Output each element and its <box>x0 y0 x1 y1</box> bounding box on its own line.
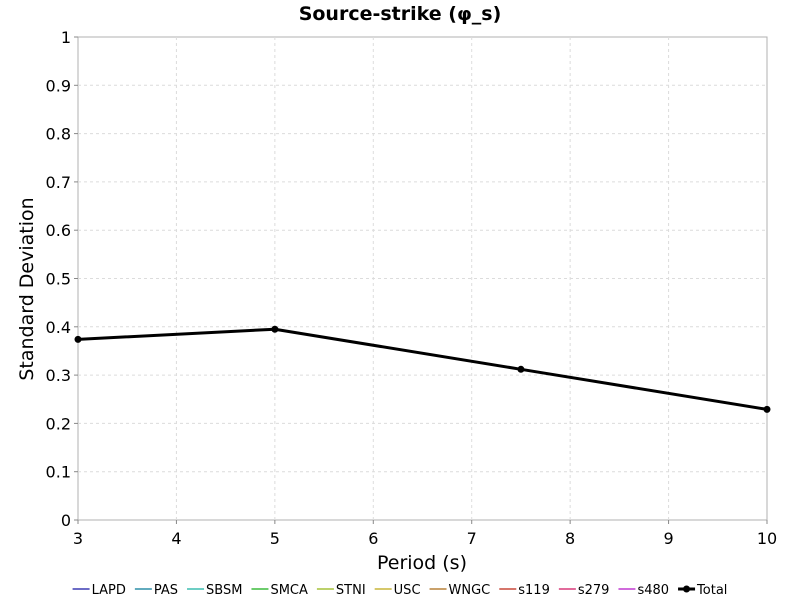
y-axis-label: Standard Deviation <box>16 197 38 380</box>
y-tick-label: 0.1 <box>46 463 71 482</box>
legend-label: s119 <box>518 583 550 598</box>
legend-label: s480 <box>637 583 669 598</box>
legend-label: USC <box>394 583 421 598</box>
y-tick-label: 0.6 <box>46 221 71 240</box>
x-tick-label: 7 <box>467 529 477 548</box>
legend-item: WNGC <box>429 583 491 598</box>
legend-item: LAPD <box>72 583 126 598</box>
legend-item: SMCA <box>251 583 308 598</box>
legend-item: s279 <box>558 583 610 598</box>
y-tick-label: 0.2 <box>46 414 71 433</box>
series-line-total <box>77 327 768 411</box>
legend-label: STNI <box>336 583 366 598</box>
legend-label: LAPD <box>92 583 126 598</box>
legend: LAPD PAS SBSM SMCA STNI USC WNGC s119 s279 s480 To… <box>72 583 727 598</box>
y-tick-label: 1 <box>61 28 71 47</box>
legend-label: SBSM <box>206 583 242 598</box>
data-point <box>763 405 771 413</box>
legend-item: s119 <box>499 583 550 598</box>
y-tick-label: 0.8 <box>46 125 71 144</box>
legend-item: USC <box>374 583 421 598</box>
x-tick-label: 8 <box>565 529 575 548</box>
y-tick-label: 0.9 <box>46 76 71 95</box>
x-axis-ticks: 3 4 5 6 7 8 9 10 <box>73 520 777 548</box>
legend-label: Total <box>696 583 727 598</box>
y-tick-label: 0.7 <box>46 173 71 192</box>
y-axis-ticks: 0 0.1 0.2 0.3 0.4 0.5 0.6 0.7 0.8 0.9 1 <box>46 28 78 530</box>
x-tick-label: 6 <box>368 529 378 548</box>
legend-marker <box>683 585 691 593</box>
legend-item: PAS <box>134 583 178 598</box>
legend-item: STNI <box>316 583 366 598</box>
y-tick-label: 0.4 <box>46 318 71 337</box>
x-axis-label: Period (s) <box>377 552 467 574</box>
legend-label: s279 <box>578 583 610 598</box>
series <box>74 325 771 413</box>
legend-label: PAS <box>154 583 178 598</box>
y-tick-label: 0 <box>61 511 71 530</box>
x-tick-label: 3 <box>73 529 83 548</box>
legend-item: s480 <box>618 583 669 598</box>
chart-title: Source-strike (φ_s) <box>299 3 502 25</box>
legend-label: SMCA <box>270 583 308 598</box>
data-point <box>74 335 82 343</box>
y-tick-label: 0.5 <box>46 270 71 289</box>
x-tick-label: 9 <box>663 529 673 548</box>
legend-item: SBSM <box>187 583 242 598</box>
grid <box>78 37 767 520</box>
legend-item: Total <box>678 583 727 598</box>
x-tick-label: 4 <box>171 529 181 548</box>
data-point <box>271 325 279 333</box>
x-tick-label: 10 <box>757 529 777 548</box>
legend-label: WNGC <box>449 583 491 598</box>
data-point <box>517 365 525 373</box>
x-tick-label: 5 <box>270 529 280 548</box>
y-tick-label: 0.3 <box>46 366 71 385</box>
